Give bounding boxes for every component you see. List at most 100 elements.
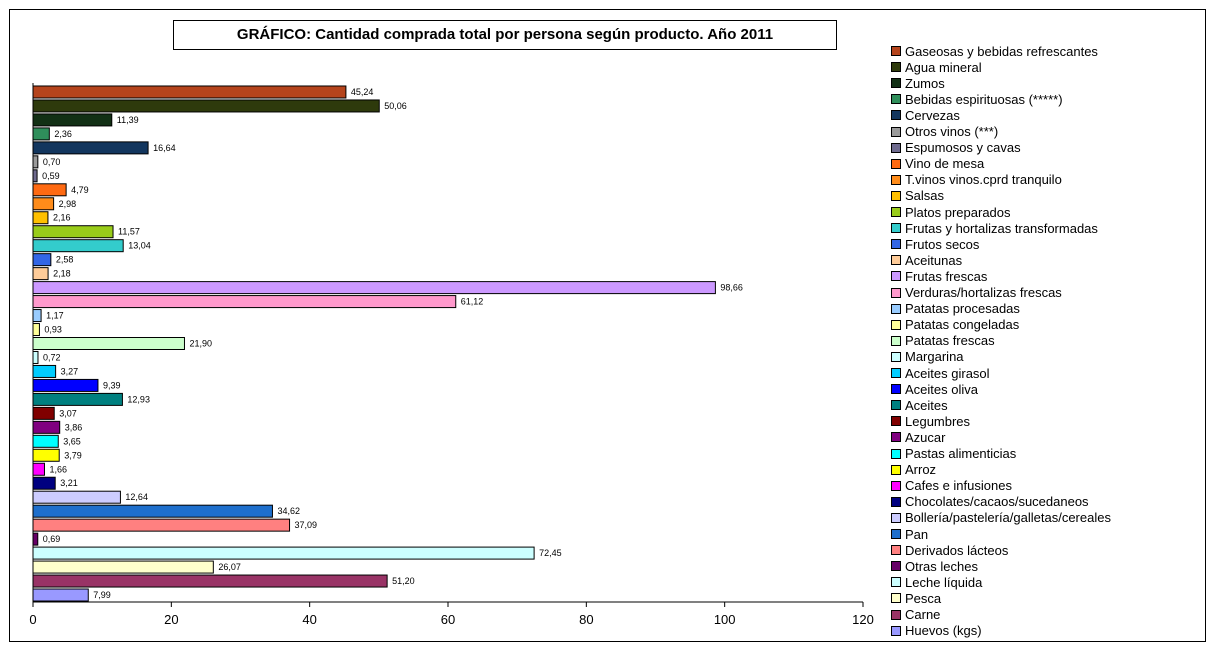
legend-item: Pastas alimenticias [891, 446, 1016, 462]
bar [32, 378, 99, 392]
bar-value-label: 12,93 [127, 394, 150, 404]
legend-swatch [891, 255, 901, 266]
legend-item: Vino de mesa [891, 156, 984, 172]
bar-value-label: 34,62 [277, 506, 300, 516]
legend-label: Patatas congeladas [905, 317, 1020, 333]
bar [32, 99, 380, 113]
bar-value-label: 51,20 [392, 576, 415, 586]
bar [32, 364, 57, 378]
legend-swatch [891, 62, 901, 73]
bar [32, 546, 535, 560]
legend-label: Agua mineral [905, 59, 982, 75]
chart-frame [9, 9, 1206, 642]
legend-swatch [891, 432, 901, 443]
legend-label: Chocolates/cacaos/sucedaneos [905, 494, 1089, 510]
legend-label: Leche líquida [905, 574, 983, 590]
bar [32, 504, 273, 518]
legend-swatch [891, 239, 901, 250]
legend-swatch [891, 480, 901, 491]
bar-value-label: 2,36 [54, 129, 72, 139]
bar-value-label: 0,93 [44, 325, 62, 335]
x-tick-label: 60 [441, 612, 455, 627]
legend-swatch [891, 46, 901, 56]
legend-item: Frutas y hortalizas transformadas [891, 220, 1098, 236]
legend-swatch [891, 223, 901, 234]
legend-item: Otros vinos (***) [891, 124, 998, 140]
x-tick-label: 120 [852, 612, 874, 627]
bar [32, 197, 55, 211]
legend-label: Aceites [905, 397, 948, 413]
legend-swatch [891, 190, 901, 201]
legend-swatch [891, 593, 901, 604]
bar [32, 448, 60, 462]
legend-label: Bollería/pastelería/galletas/cereales [905, 510, 1111, 526]
bar-value-label: 2,98 [59, 199, 77, 209]
bar-value-label: 1,66 [49, 464, 67, 474]
legend-label: Patatas frescas [905, 333, 995, 349]
legend-swatch [891, 207, 901, 217]
legend-swatch [891, 496, 901, 507]
bar [32, 476, 56, 490]
legend-swatch [891, 416, 901, 427]
legend-swatch [891, 351, 901, 362]
legend-item: Arroz [891, 462, 936, 478]
legend-item: Bollería/pastelería/galletas/cereales [891, 510, 1111, 526]
bar-value-label: 0,70 [43, 157, 61, 167]
legend-item: Platos preparados [891, 204, 1011, 220]
legend-label: Frutos secos [905, 236, 980, 252]
bar [32, 560, 214, 574]
bar [32, 420, 61, 434]
legend-swatch [891, 384, 901, 395]
bar-value-label: 2,58 [56, 255, 74, 265]
legend-item: Legumbres [891, 413, 970, 429]
bar-value-label: 3,86 [65, 422, 83, 432]
legend-label: Platos preparados [905, 204, 1011, 220]
bar-value-label: 45,24 [351, 87, 374, 97]
bar-value-label: 13,04 [128, 241, 151, 251]
legend-item: Margarina [891, 349, 964, 365]
bar [32, 127, 50, 141]
bar [32, 85, 347, 99]
legend-label: Cervezas [905, 107, 960, 123]
bar-value-label: 0,69 [43, 534, 61, 544]
legend-label: T.vinos vinos.cprd tranquilo [905, 172, 1062, 188]
legend-label: Arroz [905, 462, 937, 478]
legend-item: Patatas congeladas [891, 317, 1019, 333]
legend-label: Aceitunas [905, 252, 963, 268]
bar [32, 323, 40, 337]
legend-item: Otras leches [891, 558, 978, 574]
legend-label: Legumbres [905, 413, 971, 429]
bar-value-label: 3,27 [61, 366, 79, 376]
legend-item: Verduras/hortalizas frescas [891, 285, 1062, 301]
bar [32, 183, 67, 197]
legend-item: Huevos (kgs) [891, 623, 982, 639]
x-tick-label: 80 [579, 612, 593, 627]
legend-label: Derivados lácteos [905, 542, 1009, 558]
bar [32, 392, 123, 406]
legend-label: Otras leches [905, 558, 978, 574]
legend-label: Pastas alimenticias [905, 446, 1017, 461]
legend-label: Carne [905, 607, 941, 622]
bar-value-label: 12,64 [125, 492, 148, 502]
bar [32, 239, 124, 253]
bar-value-label: 2,16 [53, 213, 71, 223]
bar [32, 532, 39, 546]
bar [32, 588, 89, 602]
legend-item: Patatas frescas [891, 333, 995, 349]
bar-value-label: 11,39 [117, 115, 139, 125]
bar-value-label: 26,07 [218, 562, 241, 572]
legend-swatch [891, 319, 901, 330]
bar [32, 267, 49, 281]
bar-value-label: 11,57 [118, 227, 140, 237]
bar-value-label: 0,59 [42, 171, 60, 181]
legend-item: Aceites girasol [891, 365, 990, 381]
bar-value-label: 7,99 [93, 590, 111, 600]
legend-label: Patatas procesadas [905, 301, 1020, 317]
bar [32, 309, 42, 323]
x-tick-label: 20 [164, 612, 178, 627]
legend-swatch [891, 78, 901, 89]
bar [32, 295, 457, 309]
legend-item: Bebidas espirituosas (*****) [891, 91, 1063, 107]
legend-label: Aceites oliva [905, 381, 978, 397]
legend-label: Verduras/hortalizas frescas [905, 285, 1062, 300]
